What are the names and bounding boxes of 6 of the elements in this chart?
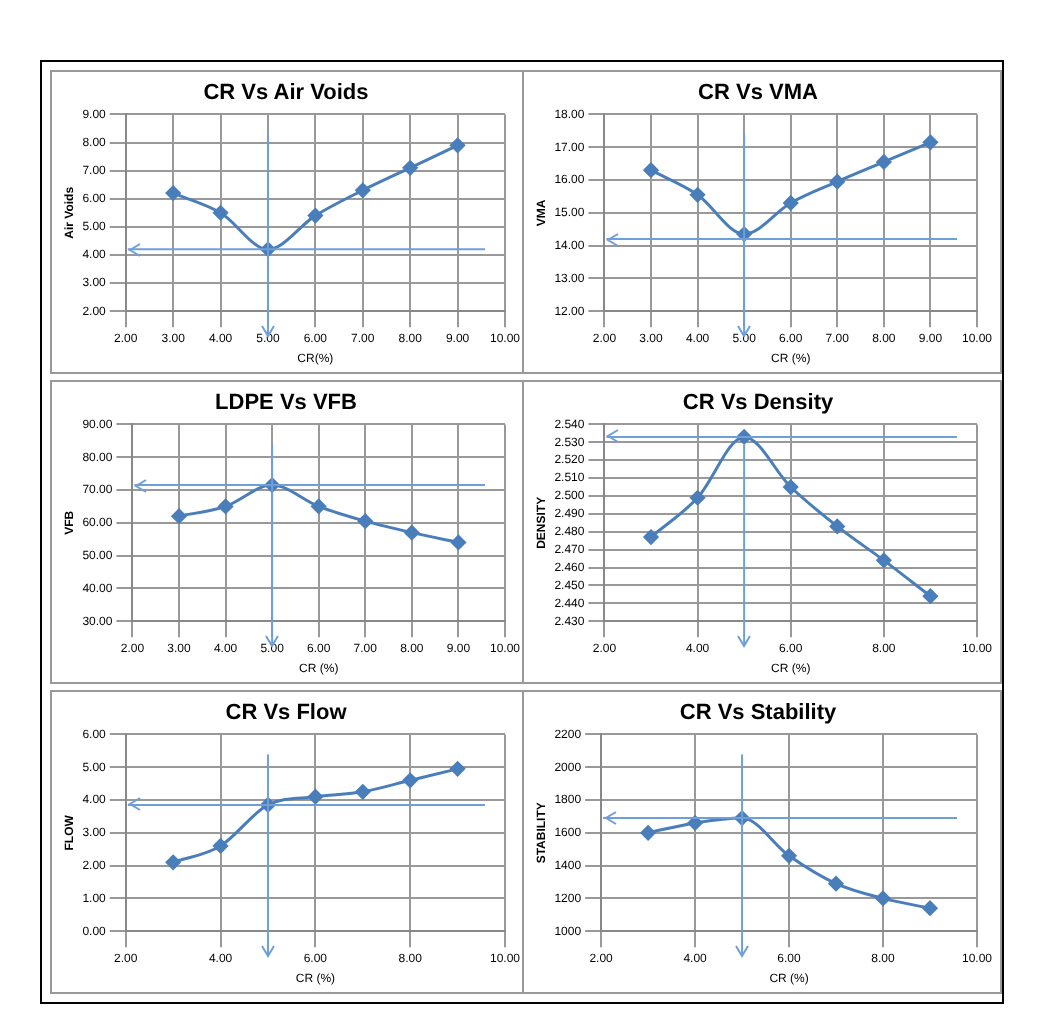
chart-title: LDPE Vs VFB (215, 391, 358, 416)
chart-title: CR Vs Density (682, 391, 835, 416)
chart-title: CR Vs Stability (679, 701, 838, 726)
chart-title: CR Vs VMA (698, 81, 818, 106)
chart-title: CR Vs Air Voids (203, 81, 369, 106)
chart-title: CR Vs Flow (225, 701, 348, 726)
